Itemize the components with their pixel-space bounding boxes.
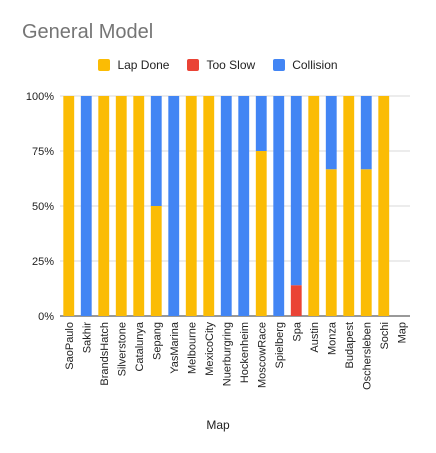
- x-tick-label: MexicoCity: [204, 322, 216, 376]
- y-tick-label: 25%: [32, 256, 54, 268]
- bar-segment: [273, 96, 284, 316]
- bar-segment: [203, 96, 214, 316]
- bar-segment: [291, 96, 302, 285]
- x-tick-label: SaoPaulo: [64, 322, 76, 370]
- bar-segment: [168, 96, 179, 316]
- x-tick-label: YasMarina: [169, 321, 181, 374]
- bar-segment: [256, 151, 267, 316]
- y-tick-label: 75%: [32, 146, 54, 158]
- x-tick-label: Sakhir: [81, 322, 93, 354]
- x-tick-label: BrandsHatch: [99, 322, 111, 386]
- bar-segment: [151, 206, 162, 316]
- bar-segment: [361, 96, 372, 169]
- x-tick-label: Monza: [326, 321, 338, 355]
- bar-segment: [151, 96, 162, 206]
- bar-segment: [291, 285, 302, 316]
- bar-segment: [361, 169, 372, 316]
- bar-segment: [256, 96, 267, 151]
- bar-segment: [378, 96, 389, 316]
- bar-segment: [98, 96, 109, 316]
- x-tick-label: Silverstone: [116, 322, 128, 376]
- bar-segment: [116, 96, 127, 316]
- bar-segment: [326, 96, 337, 169]
- x-tick-label: Sepang: [151, 322, 163, 360]
- x-tick-label: Oschersleben: [361, 322, 373, 390]
- bar-segment: [308, 96, 319, 316]
- bar-segment: [326, 169, 337, 316]
- bar-segment: [63, 96, 74, 316]
- x-tick-label: Budapest: [344, 322, 356, 368]
- x-tick-label: Hockenheim: [239, 322, 251, 383]
- x-tick-label: Nuerburgring: [221, 322, 233, 386]
- x-tick-label: Austin: [309, 322, 321, 353]
- bar-segment: [343, 96, 354, 316]
- y-tick-label: 100%: [26, 91, 54, 103]
- y-tick-label: 50%: [32, 201, 54, 213]
- x-tick-label: Spa: [291, 321, 303, 341]
- bar-segment: [133, 96, 144, 316]
- x-tick-label: Map: [396, 322, 408, 343]
- x-tick-label: Sochi: [379, 322, 391, 350]
- x-tick-label: MoscowRace: [256, 322, 268, 388]
- bar-segment: [186, 96, 197, 316]
- x-tick-label: Spielberg: [274, 322, 286, 368]
- y-tick-label: 0%: [38, 311, 54, 323]
- bar-segment: [221, 96, 232, 316]
- x-tick-label: Catalunya: [134, 321, 146, 371]
- bar-segment: [238, 96, 249, 316]
- bar-segment: [81, 96, 92, 316]
- x-axis-title: Map: [0, 418, 436, 432]
- x-tick-label: Melbourne: [186, 322, 198, 374]
